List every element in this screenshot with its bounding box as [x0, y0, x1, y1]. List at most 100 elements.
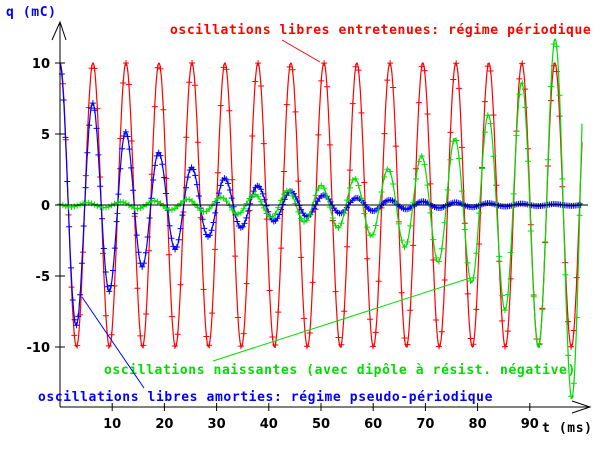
- series-damped-point: [175, 236, 182, 243]
- series-damped-point: [217, 182, 224, 189]
- series-damped-point: [179, 212, 186, 219]
- series-sustained-point: [105, 342, 112, 349]
- series-sustained-point: [160, 106, 167, 113]
- series-sustained-point: [295, 178, 302, 185]
- series-sustained-point: [372, 329, 379, 336]
- series-sustained-point: [410, 242, 417, 249]
- annotation-blue-arrow: [81, 296, 145, 389]
- series-growing-point: [502, 307, 509, 314]
- series-growing-point: [559, 175, 566, 182]
- series-growing-point: [479, 165, 486, 172]
- series-sustained-point: [341, 308, 348, 315]
- series-growing-point: [243, 200, 250, 207]
- series-sustained-point: [143, 310, 150, 317]
- series-sustained-point: [260, 140, 267, 147]
- series-sustained-point: [128, 138, 135, 145]
- series-growing-point: [390, 180, 397, 187]
- series-damped-point: [243, 214, 250, 221]
- series-growing-point: [487, 120, 494, 127]
- series-sustained-point: [384, 77, 391, 84]
- series-growing-point: [220, 195, 227, 202]
- series-sustained-point: [134, 285, 141, 292]
- series-sustained-point: [74, 342, 81, 349]
- annotation-blue: oscillations libres amorties: régime pse…: [38, 390, 493, 405]
- series-damped-point: [162, 190, 169, 197]
- series-damped-point: [75, 313, 82, 320]
- series-growing-point: [355, 182, 362, 189]
- series-growing: [57, 38, 583, 400]
- series-sustained-point: [332, 288, 339, 295]
- series-growing-point: [163, 205, 170, 212]
- series-growing-point: [321, 185, 328, 192]
- series-growing-point: [568, 393, 575, 400]
- series-growing-point: [318, 182, 325, 189]
- series-damped-point: [97, 183, 104, 190]
- series-damped-point: [190, 166, 197, 173]
- x-tick-label: 10: [103, 417, 121, 432]
- series-sustained-point: [206, 342, 213, 349]
- series-sustained-point: [392, 143, 399, 150]
- series-growing-point: [421, 161, 428, 168]
- series-growing-point: [298, 215, 305, 222]
- series-damped-point: [257, 186, 264, 193]
- series-growing-point: [415, 158, 422, 165]
- series-growing-point: [329, 215, 336, 222]
- series-damped-point: [234, 218, 241, 225]
- series-damped-point: [259, 190, 266, 197]
- y-tick-label: 5: [41, 128, 50, 143]
- series-damped-point: [111, 245, 118, 252]
- series-growing-point: [249, 192, 256, 199]
- series-sustained-point: [214, 169, 221, 176]
- series-damped-point: [89, 100, 96, 107]
- series-damped-point: [130, 187, 137, 194]
- series-sustained-point: [458, 144, 465, 151]
- series-growing-point: [257, 198, 264, 205]
- series-damped-point: [119, 145, 126, 152]
- series-growing-point: [542, 238, 549, 245]
- series-sustained-point: [364, 255, 371, 262]
- series-damped-point: [157, 152, 164, 159]
- series-damped-point: [60, 96, 67, 103]
- y-tick-label: -5: [36, 270, 50, 285]
- series-sustained-point: [355, 67, 362, 74]
- series-sustained-point: [137, 332, 144, 339]
- series-damped-point: [192, 172, 199, 179]
- annotation-green-arrow: [212, 277, 471, 362]
- series-sustained-point: [473, 306, 480, 313]
- series-sustained-point: [174, 331, 181, 338]
- series-damped-point: [148, 195, 155, 202]
- series-growing-point: [450, 138, 457, 145]
- series-growing-point: [289, 192, 296, 199]
- series-growing-point: [214, 195, 221, 202]
- series-growing-point: [335, 224, 342, 231]
- series-sustained-point: [418, 63, 425, 70]
- series-sustained-point: [91, 65, 98, 72]
- series-damped-point: [91, 107, 98, 114]
- series-damped-point: [102, 269, 109, 276]
- series-sustained-point: [301, 315, 308, 322]
- series-sustained-point: [280, 168, 287, 175]
- series-sustained-point: [226, 107, 233, 114]
- series-sustained-point: [125, 81, 132, 88]
- series-damped-point: [73, 322, 80, 329]
- series-growing-point: [504, 291, 511, 298]
- series-sustained-point: [499, 317, 506, 324]
- series-sustained-point: [568, 343, 575, 350]
- series-damped-point: [245, 208, 252, 215]
- series-damped-point: [77, 291, 84, 298]
- series-growing-point: [137, 205, 144, 212]
- series-growing-point: [519, 80, 526, 87]
- series-sustained-point: [154, 64, 161, 71]
- series-growing-point: [401, 244, 408, 251]
- series-damped-point: [99, 215, 106, 222]
- series-growing-point: [229, 206, 236, 213]
- series-growing-point: [191, 201, 198, 208]
- series-growing-point: [404, 239, 411, 246]
- series-growing-point: [341, 210, 348, 217]
- series-growing-point: [476, 210, 483, 217]
- series-sustained-point: [306, 330, 313, 337]
- series-damped-point: [80, 222, 87, 229]
- series-damped-point: [274, 215, 281, 222]
- x-tick-label: 30: [208, 417, 226, 432]
- series-sustained-point: [166, 251, 173, 258]
